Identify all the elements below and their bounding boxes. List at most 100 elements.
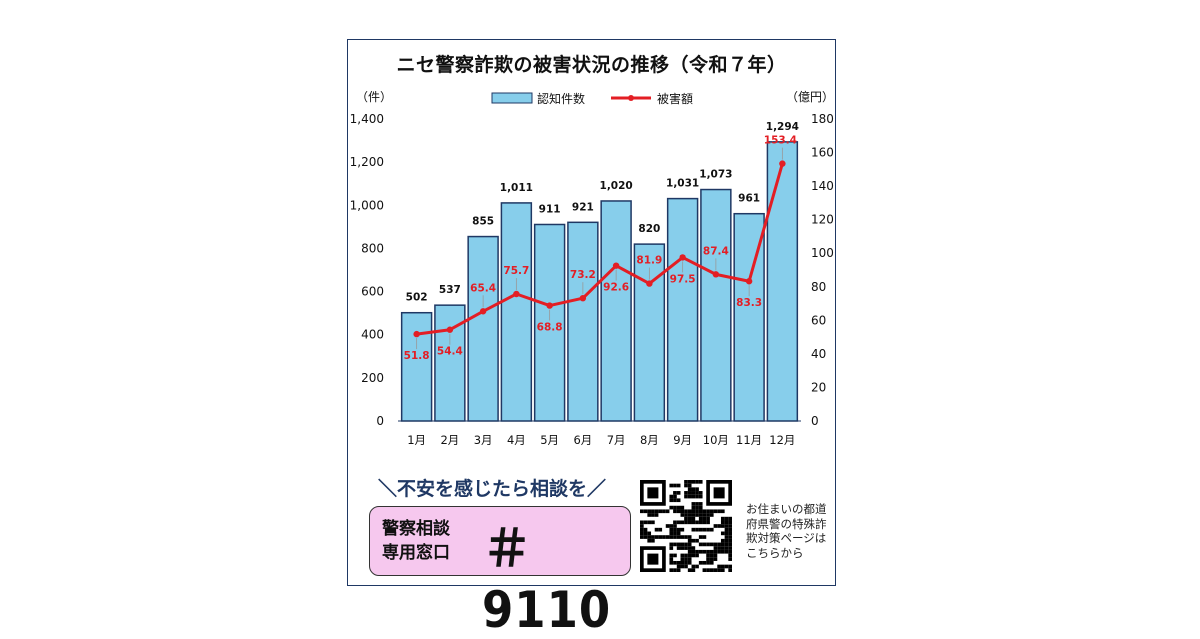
qr-module — [684, 520, 688, 525]
qr-module — [673, 553, 677, 558]
qr-module — [702, 535, 707, 539]
qr-module — [709, 527, 714, 532]
qr-module — [706, 568, 710, 572]
y-right-tick: 0 — [811, 414, 819, 428]
qr-module — [724, 549, 729, 554]
qr-module — [658, 535, 663, 539]
qr-module — [669, 560, 674, 565]
qr-module — [713, 546, 718, 550]
qr-module — [680, 564, 685, 569]
qr-module — [673, 483, 677, 488]
qr-module — [728, 520, 732, 525]
qr-module — [724, 546, 729, 550]
y-right-tick: 80 — [811, 280, 826, 294]
qr-module — [676, 531, 681, 536]
y-left-tick: 1,400 — [350, 112, 384, 126]
qr-module — [717, 524, 721, 528]
y-right-tick: 140 — [811, 179, 834, 193]
qr-module — [698, 549, 703, 554]
qr-module — [713, 557, 718, 561]
bar — [467, 235, 499, 422]
bar — [666, 197, 699, 422]
qr-module — [640, 509, 644, 514]
qr-module — [717, 509, 721, 514]
qr-module — [709, 560, 714, 565]
qr-module — [687, 538, 692, 543]
qr-module — [676, 546, 681, 550]
y-right-tick: 160 — [811, 146, 834, 160]
qr-module — [647, 531, 652, 536]
qr-module — [709, 557, 714, 561]
qr-module — [680, 557, 685, 561]
qr-module — [691, 505, 696, 510]
qr-module — [695, 480, 699, 484]
line-point — [513, 290, 520, 298]
bar-value-label: 911 — [539, 203, 561, 215]
qr-module — [698, 509, 703, 514]
line-point — [679, 254, 686, 261]
x-tick-label: 12月 — [769, 433, 795, 447]
x-tick-label: 2月 — [440, 433, 459, 447]
line-point — [646, 280, 653, 287]
qr-module — [717, 542, 721, 547]
qr-module — [673, 560, 677, 565]
qr-module — [643, 535, 648, 539]
qr-module — [669, 553, 674, 558]
qr-module — [647, 513, 652, 517]
qr-module — [695, 487, 699, 492]
qr-module — [640, 531, 644, 536]
qr-module — [647, 553, 659, 565]
x-tick-label: 3月 — [474, 433, 493, 447]
y-left-tick: 200 — [361, 371, 384, 385]
qr-module — [702, 560, 707, 565]
qr-module — [673, 520, 677, 525]
qr-module — [654, 509, 659, 514]
qr-module — [695, 513, 699, 517]
qr-module — [698, 560, 703, 565]
hotline-label-line2: 専用窓口 — [382, 543, 450, 563]
qr-module — [673, 531, 677, 536]
y-left-tick: 400 — [361, 328, 384, 342]
qr-module — [728, 516, 732, 521]
qr-module — [698, 535, 703, 539]
qr-module — [720, 524, 725, 528]
qr-module — [728, 535, 732, 539]
line-point — [745, 278, 753, 285]
bar — [766, 141, 799, 422]
qr-module — [669, 557, 674, 561]
qr-module — [691, 494, 696, 499]
y-left-tick: 1,000 — [350, 198, 384, 212]
line-value-label: 81.9 — [636, 255, 662, 267]
qr-module — [691, 553, 696, 558]
qr-module — [680, 527, 685, 532]
qr-module — [654, 535, 659, 539]
qr-module — [713, 487, 725, 499]
qr-module — [687, 483, 692, 488]
x-tick-label: 4月 — [507, 433, 526, 447]
y-right-tick: 40 — [811, 347, 826, 361]
line-point — [779, 160, 786, 167]
qr-module — [684, 542, 688, 547]
qr-module — [691, 520, 696, 525]
qr-module — [684, 509, 688, 514]
qr-module — [691, 487, 696, 492]
qr-module — [695, 494, 699, 499]
qr-module — [687, 487, 692, 492]
qr-module — [669, 483, 674, 488]
hotline-label: 警察相談 専用窓口 — [382, 517, 472, 565]
line-value-label: 97.5 — [670, 273, 696, 285]
qr-module — [691, 509, 696, 514]
qr-module — [698, 494, 703, 499]
infographic-card: ニセ警察詐欺の被害状況の推移（令和７年） （件） （億円） 認知件数 被害額 0 200 4… — [347, 39, 836, 639]
qr-module — [728, 538, 732, 543]
qr-module — [669, 531, 674, 536]
qr-module — [680, 513, 685, 517]
qr-module — [706, 553, 710, 558]
qr-module — [695, 538, 699, 543]
qr-module — [706, 513, 710, 517]
line-value-label: 83.3 — [736, 297, 762, 309]
qr-code-icon[interactable] — [640, 480, 732, 572]
qr-module — [687, 491, 692, 495]
qr-module — [651, 509, 655, 514]
slogan-text: ＼不安を感じたら相談を／ — [378, 478, 607, 500]
